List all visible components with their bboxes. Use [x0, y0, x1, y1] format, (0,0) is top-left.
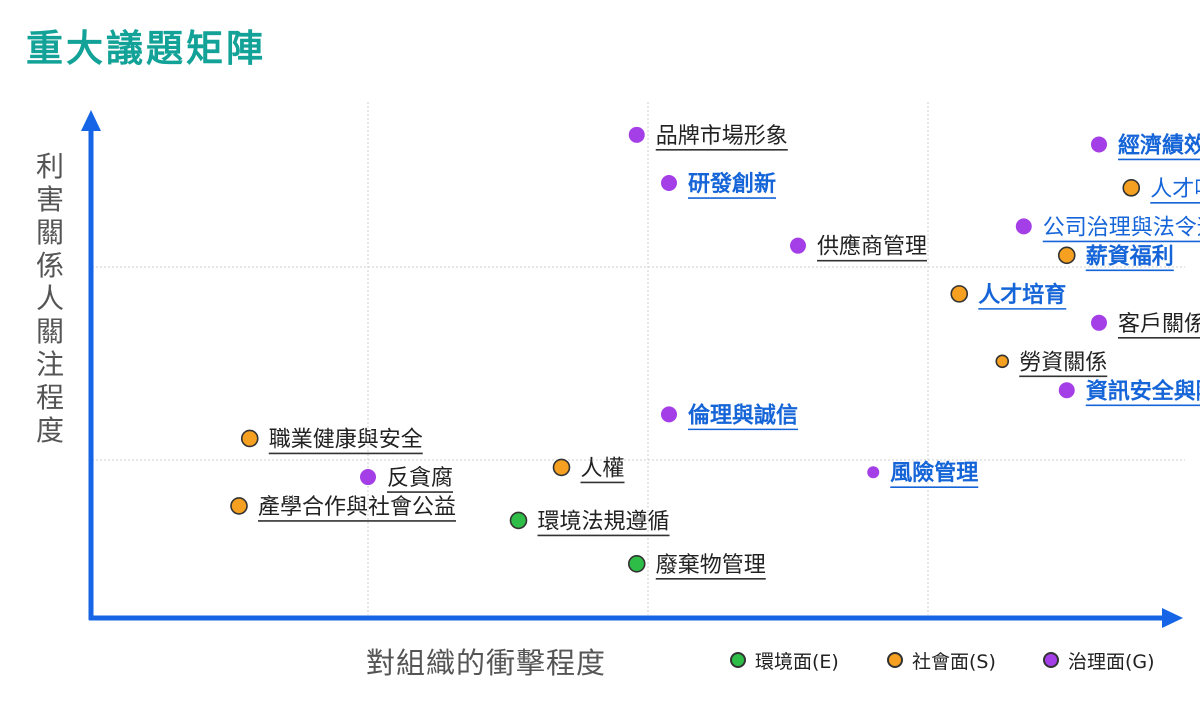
legend-dot-environment [730, 652, 746, 668]
legend-label-governance: 治理面(G) [1068, 650, 1155, 673]
legend-label-social: 社會面(S) [912, 650, 996, 673]
data-point-g [790, 237, 806, 254]
legend-dot-social [887, 652, 903, 668]
data-point-s [230, 497, 248, 515]
data-point-g [1058, 382, 1075, 399]
data-point-s [240, 429, 259, 448]
data-point-g [661, 406, 677, 423]
data-point-g [1015, 218, 1032, 235]
legend-dot-governance [1043, 652, 1059, 668]
data-point-g [1091, 314, 1107, 331]
data-point-g [360, 469, 376, 486]
data-point-e [509, 511, 528, 530]
legend-item-environment: 環境面(E) [730, 648, 839, 673]
data-label: 風險管理 [890, 460, 978, 486]
x-axis-label: 對組織的衝擊程度 [366, 646, 607, 680]
data-label: 資訊安全與隱私保護 [1086, 378, 1200, 404]
y-axis-label: 利害關係人關注程度 [35, 150, 64, 447]
data-label: 廢棄物管理 [656, 553, 766, 578]
data-label: 薪資福利 [1086, 243, 1174, 269]
data-point-g [661, 175, 677, 192]
data-point-e [627, 554, 646, 573]
data-point-s [552, 458, 571, 477]
data-label: 供應商管理 [817, 234, 927, 260]
data-label: 倫理與誠信 [688, 402, 798, 428]
data-point-g [867, 466, 880, 479]
x-axis-arrow-icon [1162, 608, 1183, 628]
data-label: 人權 [581, 456, 625, 481]
legend-item-governance: 治理面(G) [1043, 648, 1155, 673]
data-label: 品牌市場形象 [656, 124, 788, 149]
data-label: 反貪腐 [387, 466, 453, 491]
data-label: 人才吸引與發展 [1150, 177, 1200, 202]
data-label: 公司治理與法令遵循 [1043, 215, 1200, 240]
data-label: 環境法規遵循 [538, 509, 670, 534]
chart-title: 重大議題矩陣 [26, 27, 266, 70]
data-label: 研發創新 [688, 171, 776, 197]
chart-plot-area: 品牌市場形象研發創新供應商管理經濟績效人才吸引與發展公司治理與法令遵循薪資福利人… [81, 102, 1200, 628]
data-label: 勞資關係 [1019, 350, 1107, 375]
data-point-s [995, 354, 1010, 369]
data-label: 產學合作與社會公益 [258, 495, 456, 520]
legend-item-social: 社會面(S) [887, 648, 996, 673]
y-axis-arrow-icon [81, 110, 101, 131]
data-point-s [950, 285, 969, 303]
data-point-s [1122, 179, 1141, 197]
data-label: 經濟績效 [1118, 132, 1200, 158]
data-label: 客戶關係 [1118, 312, 1200, 337]
data-point-s [1057, 246, 1076, 265]
data-point-g [628, 126, 645, 143]
legend-label-environment: 環境面(E) [755, 650, 839, 673]
data-label: 職業健康與安全 [269, 427, 423, 452]
data-label: 人才培育 [978, 282, 1066, 308]
data-point-g [1091, 136, 1107, 153]
